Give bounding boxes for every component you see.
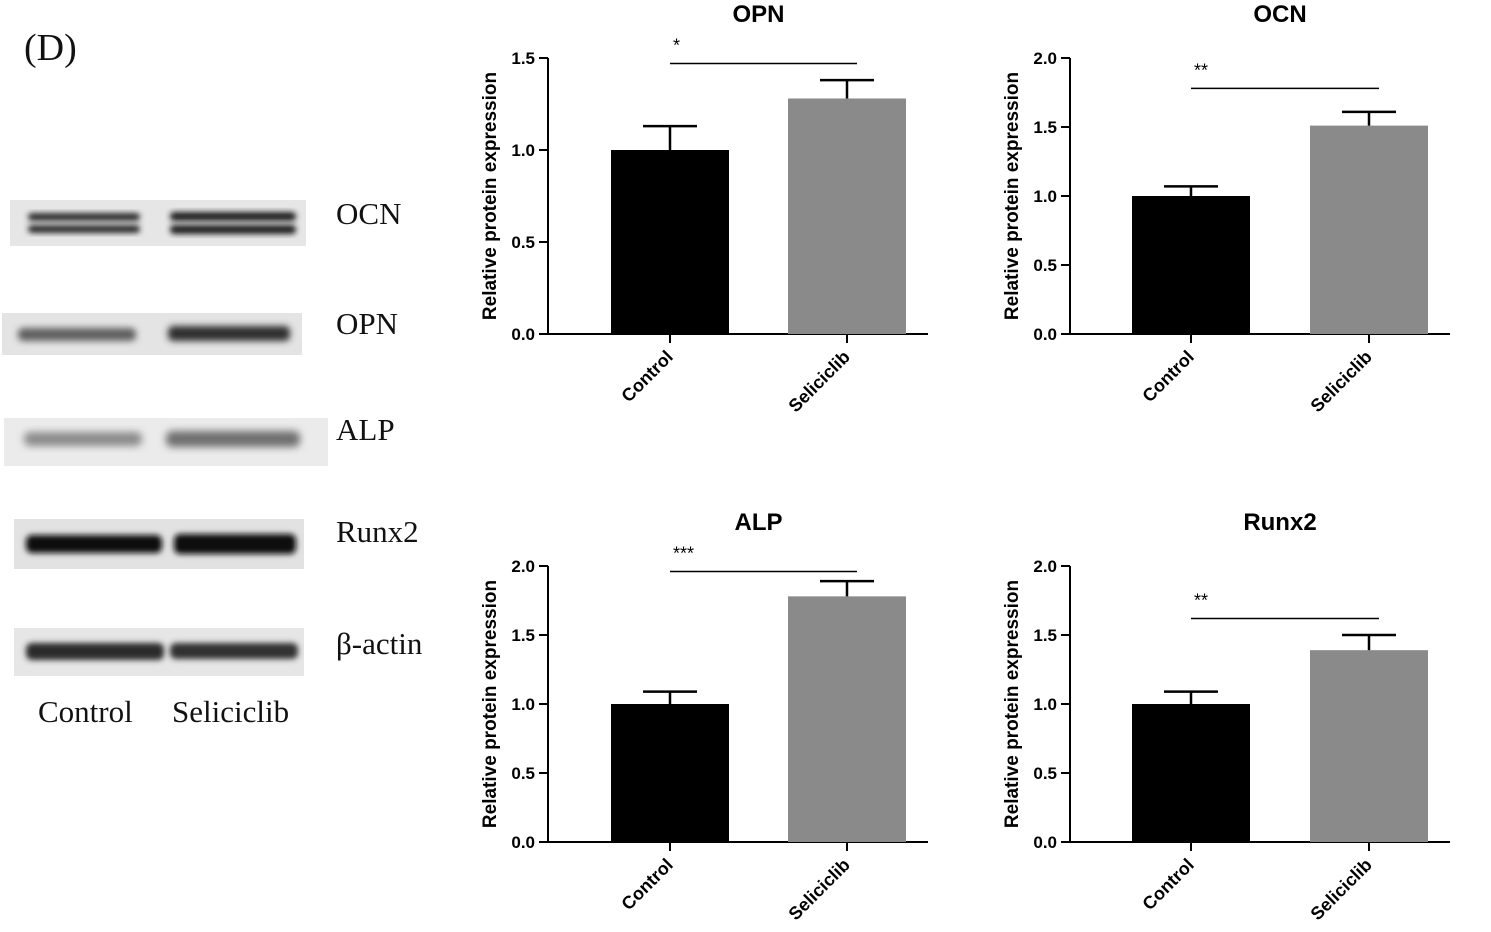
x-tick-label: Seliciclib xyxy=(1306,347,1375,416)
significance-label: *** xyxy=(673,544,694,564)
band xyxy=(170,225,296,234)
blot-strip-ocn xyxy=(10,200,306,246)
lane-label-seliciclib: Seliciclib xyxy=(172,694,290,729)
bar-control xyxy=(1132,196,1250,334)
y-tick-label: 1.5 xyxy=(1033,626,1057,645)
y-tick-label: 1.0 xyxy=(1033,695,1057,714)
blot-bands-beta-actin xyxy=(26,643,298,660)
blot-bands-opn xyxy=(18,326,290,341)
bar-seliciclib xyxy=(1310,125,1428,335)
x-tick-label: Seliciclib xyxy=(1306,855,1375,924)
blot-bands-ocn xyxy=(28,212,296,234)
y-tick-label: 0.5 xyxy=(511,764,535,783)
bar-seliciclib xyxy=(788,98,906,334)
y-tick-label: 2.0 xyxy=(1033,49,1057,68)
band xyxy=(24,432,142,446)
blot-strip-beta-actin xyxy=(14,628,304,676)
band xyxy=(168,326,290,341)
blot-label-opn: OPN xyxy=(336,306,399,341)
y-tick-label: 1.0 xyxy=(511,141,535,160)
blot-strip-opn xyxy=(2,313,302,355)
y-tick-label: 0.0 xyxy=(1033,833,1057,852)
band xyxy=(170,212,296,221)
y-tick-label: 1.0 xyxy=(1033,187,1057,206)
y-tick-label: 1.5 xyxy=(1033,118,1057,137)
blot-bands-alp xyxy=(24,431,300,447)
significance-label: ** xyxy=(1194,590,1208,610)
x-tick-label: Control xyxy=(1138,347,1197,406)
band xyxy=(28,225,140,233)
band xyxy=(174,534,296,554)
x-tick-label: Seliciclib xyxy=(784,855,853,924)
bar-control xyxy=(611,150,729,334)
y-tick-label: 2.0 xyxy=(511,557,535,576)
y-tick-label: 1.0 xyxy=(511,695,535,714)
x-tick-label: Control xyxy=(1138,855,1197,914)
band xyxy=(26,643,164,660)
band xyxy=(170,643,298,659)
blot-strip-alp xyxy=(4,418,328,466)
significance-label: ** xyxy=(1194,60,1208,80)
chart-title: OPN xyxy=(732,1,784,28)
y-tick-label: 0.5 xyxy=(1033,764,1057,783)
y-tick-label: 0.0 xyxy=(1033,325,1057,344)
band xyxy=(18,328,136,341)
bar-seliciclib xyxy=(788,596,906,842)
y-tick-label: 0.0 xyxy=(511,325,535,344)
x-tick-label: Control xyxy=(617,347,676,406)
blot-bands-runx2 xyxy=(26,534,296,554)
y-axis-label: Relative protein expression xyxy=(1002,580,1023,828)
blot-label-alp: ALP xyxy=(336,412,395,447)
chart-title: Runx2 xyxy=(1243,509,1316,536)
y-tick-label: 0.5 xyxy=(1033,256,1057,275)
bar-seliciclib xyxy=(1310,650,1428,842)
x-tick-label: Control xyxy=(617,855,676,914)
blot-label-beta-actin: β-actin xyxy=(336,626,423,661)
bar-control xyxy=(1132,704,1250,842)
band xyxy=(166,431,300,447)
blot-strip-runx2 xyxy=(14,519,304,569)
y-axis-label: Relative protein expression xyxy=(480,580,501,828)
y-tick-label: 2.0 xyxy=(1033,557,1057,576)
y-axis-label: Relative protein expression xyxy=(480,72,501,320)
y-tick-label: 1.5 xyxy=(511,626,535,645)
blot-label-ocn: OCN xyxy=(336,196,402,231)
band xyxy=(28,213,140,221)
chart-title: ALP xyxy=(735,509,783,536)
y-axis-label: Relative protein expression xyxy=(1002,72,1023,320)
blot-label-runx2: Runx2 xyxy=(336,514,419,549)
significance-label: * xyxy=(673,36,680,56)
y-tick-label: 0.5 xyxy=(511,233,535,252)
y-tick-label: 1.5 xyxy=(511,49,535,68)
chart-title: OCN xyxy=(1253,1,1306,28)
bar-control xyxy=(611,704,729,842)
lane-label-control: Control xyxy=(38,694,133,729)
band xyxy=(26,535,162,553)
x-tick-label: Seliciclib xyxy=(784,347,853,416)
y-tick-label: 0.0 xyxy=(511,833,535,852)
panel-label: (D) xyxy=(24,27,77,69)
